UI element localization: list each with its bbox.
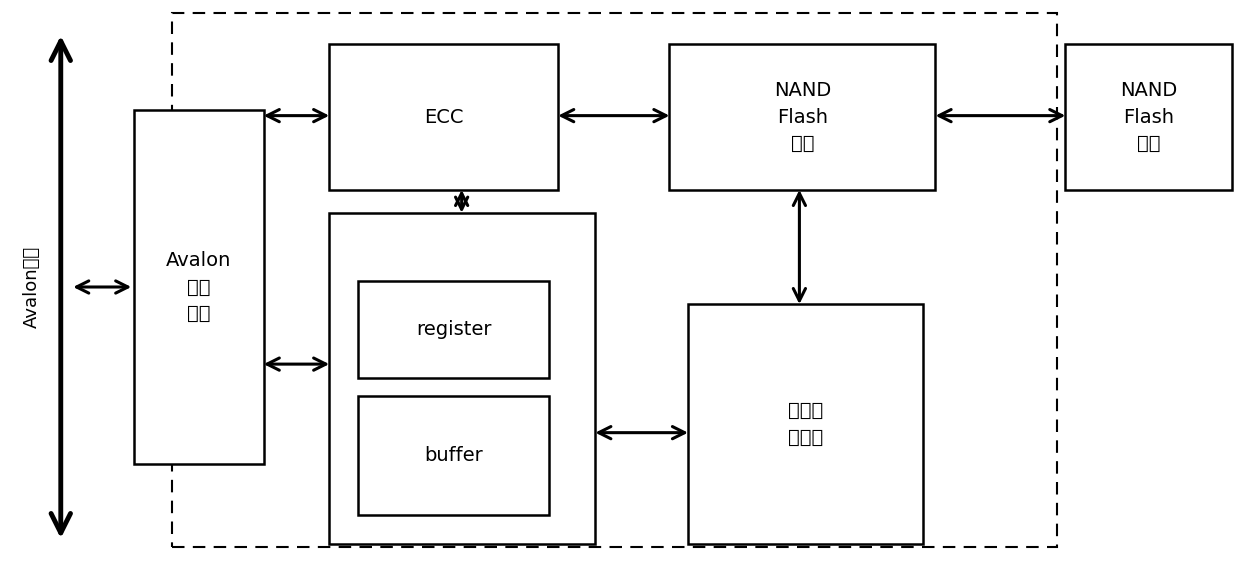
Bar xyxy=(330,213,595,544)
Bar xyxy=(357,395,549,515)
Text: Avalon
总线
接口: Avalon 总线 接口 xyxy=(166,251,232,323)
Text: buffer: buffer xyxy=(424,446,482,465)
Text: NAND
Flash
芯片: NAND Flash 芯片 xyxy=(1120,81,1178,153)
Text: 控制器
状态机: 控制器 状态机 xyxy=(787,401,823,447)
Bar xyxy=(1065,44,1233,190)
Bar xyxy=(134,110,264,464)
Text: register: register xyxy=(415,320,491,339)
Bar xyxy=(670,44,935,190)
Text: ECC: ECC xyxy=(424,107,464,126)
Bar xyxy=(357,281,549,378)
Bar xyxy=(330,44,558,190)
Text: NAND
Flash
接口: NAND Flash 接口 xyxy=(774,81,831,153)
Bar xyxy=(172,13,1056,547)
Text: Avalon总线: Avalon总线 xyxy=(24,246,41,328)
Bar xyxy=(688,304,923,544)
